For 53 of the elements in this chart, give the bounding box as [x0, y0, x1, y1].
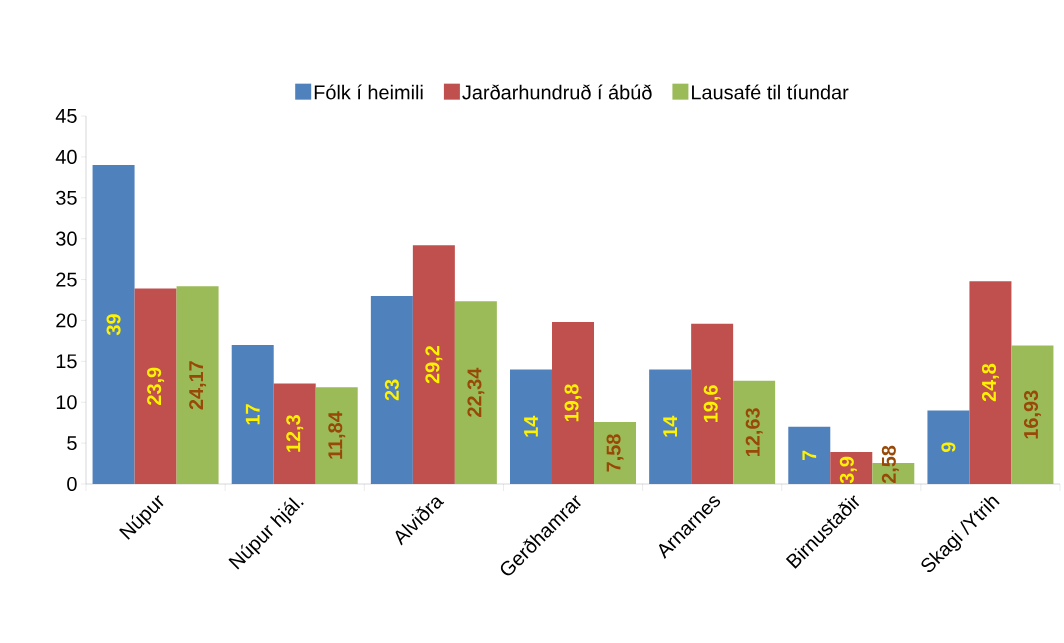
data-label: 14 [524, 415, 538, 437]
bar [370, 295, 413, 484]
data-label: 22,34 [467, 367, 485, 417]
y-tick-label: 0 [67, 476, 77, 492]
data-label: 23 [384, 379, 399, 401]
bar [315, 387, 358, 484]
y-tick-label: 15 [56, 354, 77, 369]
bar [691, 323, 734, 484]
data-label: 14 [663, 415, 677, 437]
data-label: 7,58 [606, 434, 624, 472]
data-label: 3,9 [839, 456, 857, 484]
bar [927, 410, 970, 484]
bar [231, 344, 274, 484]
y-tick-label: 45 [55, 109, 77, 123]
y-tick-label: 30 [56, 231, 77, 246]
y-tick-label: 10 [56, 395, 77, 410]
data-label: 24,17 [189, 361, 207, 410]
bar [552, 322, 594, 484]
y-tick-label: 40 [55, 149, 77, 164]
legend-label: Fólk í heimili [314, 84, 423, 100]
data-label: 17 [245, 404, 260, 425]
bar [92, 165, 135, 484]
data-label: 9 [941, 442, 956, 453]
bar [1011, 345, 1054, 484]
bar [649, 369, 692, 484]
data-label: 23,9 [147, 367, 165, 405]
bar [733, 380, 776, 484]
bar [134, 288, 177, 484]
legend-label: Lausafé til tíundar [692, 84, 849, 100]
y-tick-label: 25 [56, 272, 77, 287]
data-label: 16,93 [1023, 390, 1041, 439]
data-label: 12,3 [286, 415, 304, 452]
y-tick-label: 35 [56, 190, 77, 205]
bar [273, 383, 316, 484]
bar [176, 286, 219, 484]
data-label: 11,84 [328, 411, 346, 459]
data-label: 39 [106, 314, 121, 336]
bar [594, 422, 636, 484]
y-tick-label: 20 [56, 313, 77, 328]
bar [969, 281, 1012, 484]
legend-label: Jarðarhundruð í ábúð [462, 84, 652, 100]
data-label: 7 [802, 450, 817, 461]
bar [454, 301, 497, 484]
data-label: 19,8 [564, 384, 582, 422]
data-label: 12,63 [745, 408, 763, 457]
data-label: 19,6 [703, 385, 721, 422]
bar [510, 369, 552, 484]
data-label: 24,8 [981, 363, 999, 402]
data-label: 29,2 [425, 346, 443, 384]
y-tick-label: 5 [67, 436, 77, 451]
bar [788, 426, 831, 484]
data-label: 2,58 [881, 445, 899, 484]
bar [412, 245, 455, 484]
